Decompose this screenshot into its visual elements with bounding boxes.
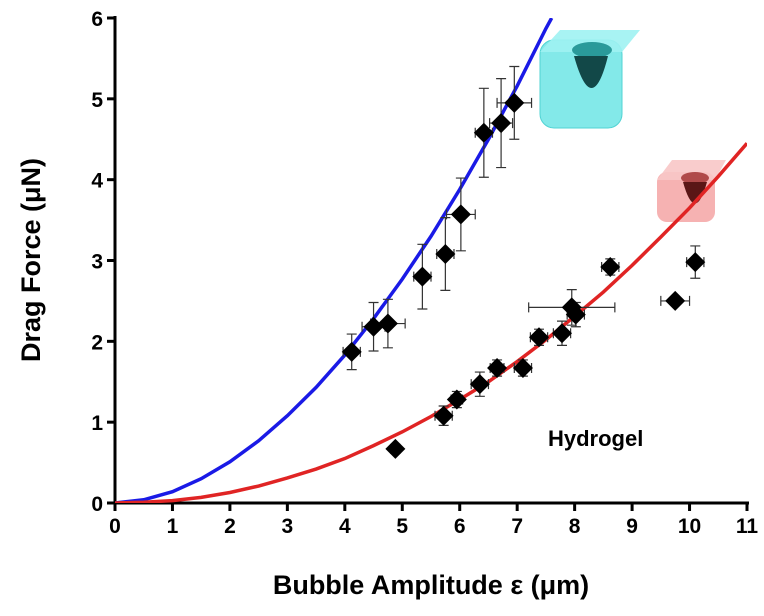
y-axis-title: Drag Force (μN)	[16, 158, 46, 362]
data-point	[600, 257, 620, 277]
annotation: Hydrogel	[548, 426, 643, 451]
y-tick-label: 0	[91, 493, 103, 516]
x-axis-title: Bubble Amplitude ε (μm)	[273, 570, 589, 600]
data-point	[552, 323, 572, 343]
data-point	[364, 317, 384, 337]
cyan-cube-icon	[540, 30, 640, 128]
x-tick-label: 3	[282, 515, 294, 538]
data-point	[342, 342, 362, 362]
y-tick-label: 4	[91, 170, 103, 193]
fit-curve	[115, 18, 552, 503]
x-tick-label: 7	[511, 515, 523, 538]
y-tick-label: 6	[91, 8, 103, 31]
x-tick-label: 6	[454, 515, 466, 538]
data-point	[378, 314, 398, 334]
data-point	[434, 406, 454, 426]
x-tick-label: 2	[224, 515, 236, 538]
x-tick-label: 1	[167, 515, 179, 538]
data-point	[435, 244, 455, 264]
x-tick-label: 0	[109, 515, 121, 538]
x-tick-label: 10	[678, 515, 701, 538]
x-tick-label: 5	[396, 515, 408, 538]
pink-cube-icon	[657, 160, 726, 222]
plot-area	[115, 18, 747, 503]
data-point	[385, 439, 405, 459]
x-tick-label: 9	[626, 515, 638, 538]
x-tick-label: 4	[339, 515, 351, 538]
data-point	[685, 252, 705, 272]
x-tick-label: 11	[736, 515, 759, 538]
y-tick-label: 1	[91, 412, 103, 435]
data-point	[529, 327, 549, 347]
data-point	[504, 93, 524, 113]
y-tick-label: 2	[91, 331, 103, 354]
chart: Hydrogel Bubble Amplitude ε (μm) Drag Fo…	[0, 0, 764, 611]
y-tick-label: 3	[91, 251, 103, 274]
x-tick-label: 8	[569, 515, 581, 538]
data-point	[412, 267, 432, 287]
fit-curve	[115, 143, 747, 503]
data-point	[451, 204, 471, 224]
y-tick-label: 5	[91, 89, 103, 112]
data-point	[474, 123, 494, 143]
data-point	[665, 291, 685, 311]
data-point	[487, 358, 507, 378]
